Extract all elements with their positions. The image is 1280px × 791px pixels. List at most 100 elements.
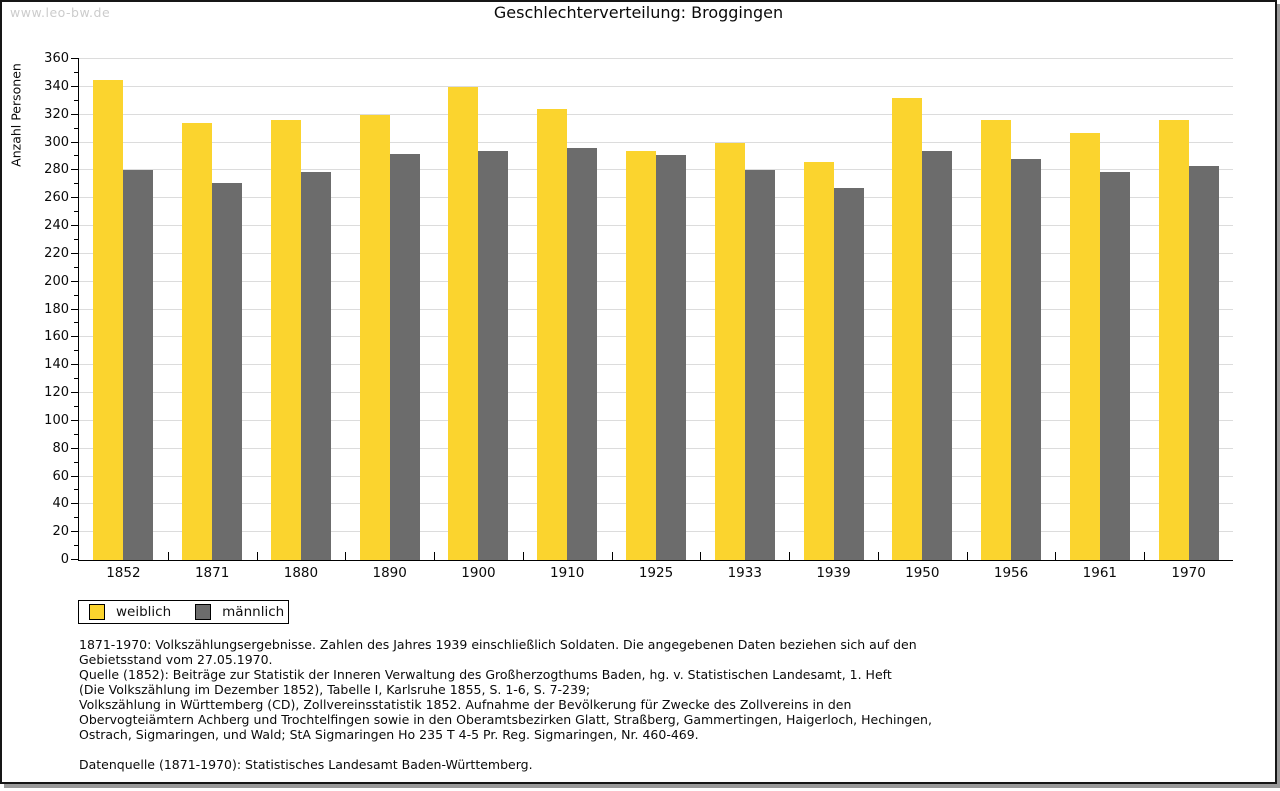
y-axis-major-tick xyxy=(71,336,79,338)
x-axis-label: 1933 xyxy=(727,565,762,581)
bar-weiblich-1970 xyxy=(1158,120,1189,560)
y-axis-major-tick xyxy=(71,531,79,533)
bar-männlich-1956 xyxy=(1011,159,1042,560)
footnote-line: Ostrach, Sigmaringen, und Wald; StA Sigm… xyxy=(79,727,699,742)
y-axis-major-tick xyxy=(71,280,79,282)
bar-männlich-1880 xyxy=(300,171,331,560)
y-axis-minor-tick xyxy=(74,71,79,73)
y-axis-major-tick xyxy=(71,559,79,560)
chart-title: Geschlechterverteilung: Broggingen xyxy=(493,3,784,22)
legend-box: weiblich männlich xyxy=(78,600,289,624)
bar-männlich-1925 xyxy=(656,155,686,560)
x-axis-label: 1852 xyxy=(106,565,141,581)
y-axis-major-tick xyxy=(71,475,79,477)
y-axis-tick-label: 180 xyxy=(44,301,69,317)
y-axis-major-tick xyxy=(71,308,79,310)
maennlich-swatch-icon xyxy=(195,604,212,620)
y-axis-title: Anzahl Personen xyxy=(8,63,24,167)
x-axis-label: 1890 xyxy=(372,565,407,581)
x-axis-label: 1880 xyxy=(283,565,319,581)
y-axis-tick-label: 220 xyxy=(44,245,69,261)
bar-weiblich-1871 xyxy=(182,123,213,560)
source-footnote: 1871-1970: Volkszählungsergebnisse. Zahl… xyxy=(79,637,1209,772)
bar-männlich-1852 xyxy=(123,170,154,560)
y-axis-minor-tick xyxy=(74,545,79,547)
bar-weiblich-1950 xyxy=(892,97,923,560)
y-axis-major-tick xyxy=(71,113,79,115)
y-axis-major-tick xyxy=(71,392,79,393)
footnote-line: 1871-1970: Volkszählungsergebnisse. Zahl… xyxy=(79,637,917,652)
footnote-line: (Die Volkszählung im Dezember 1852), Tab… xyxy=(79,682,591,697)
y-axis-minor-tick xyxy=(74,405,79,407)
x-axis-label: 1900 xyxy=(461,565,496,581)
bar-männlich-1933 xyxy=(744,170,775,560)
footnote-line: Datenquelle (1871-1970): Statistisches L… xyxy=(79,757,533,772)
bar-männlich-1900 xyxy=(478,150,509,560)
weiblich-swatch-icon xyxy=(89,604,105,620)
bar-männlich-1970 xyxy=(1188,166,1219,560)
y-axis-major-tick xyxy=(71,85,79,87)
y-axis-tick-label: 300 xyxy=(44,134,69,150)
x-axis-label: 1961 xyxy=(1082,565,1118,581)
y-axis-tick-label: 200 xyxy=(44,273,69,289)
y-axis-major-tick xyxy=(71,141,79,143)
bar-weiblich-1900 xyxy=(448,86,479,560)
y-axis-tick-label: 340 xyxy=(44,78,69,94)
watermark-url: www.leo-bw.de xyxy=(10,5,111,20)
plot-area: 0 20 40 60 80 100 120 140 160 180 200 220 240 260 280 3… xyxy=(44,52,1233,581)
y-axis-minor-tick xyxy=(74,211,79,213)
bar-weiblich-1880 xyxy=(270,120,301,560)
x-axis-label: 1950 xyxy=(905,565,940,581)
x-axis-tick xyxy=(434,552,436,560)
bar-weiblich-1939 xyxy=(803,161,834,560)
legend-label-maennlich: männlich xyxy=(222,604,285,620)
y-axis-minor-tick xyxy=(74,517,79,519)
y-axis-minor-tick xyxy=(74,294,79,296)
footnote-line: Volkszählung in Württemberg (CD), Zollve… xyxy=(79,697,852,712)
y-axis-major-tick xyxy=(71,503,79,505)
y-axis-tick-label: 20 xyxy=(52,524,69,540)
y-axis-tick-label: 140 xyxy=(44,357,69,373)
y-axis-minor-tick xyxy=(74,350,79,352)
y-axis-minor-tick xyxy=(74,378,79,380)
y-axis-major-tick xyxy=(71,197,79,199)
y-axis-minor-tick xyxy=(74,489,79,491)
footnote-line: Quelle (1852): Beiträge zur Statistik de… xyxy=(79,667,892,682)
x-axis-tick xyxy=(966,552,968,560)
legend-item-weiblich: weiblich xyxy=(89,604,171,620)
y-axis-minor-tick xyxy=(74,238,79,240)
legend-label-weiblich: weiblich xyxy=(116,604,172,620)
y-axis-minor-tick xyxy=(74,99,79,101)
y-axis-tick-label: 320 xyxy=(44,106,69,122)
y-gridline xyxy=(79,58,1233,59)
y-axis-tick-label: 160 xyxy=(44,329,69,345)
bar-weiblich-1961 xyxy=(1069,132,1100,560)
x-axis-label: 1939 xyxy=(816,565,851,581)
y-gridline xyxy=(79,113,1233,115)
y-axis-minor-tick xyxy=(74,266,79,268)
y-axis-major-tick xyxy=(71,169,79,171)
y-axis-major-tick xyxy=(71,225,79,226)
bar-weiblich-1933 xyxy=(714,142,745,560)
x-axis-label: 1970 xyxy=(1171,565,1206,581)
y-axis-major-tick xyxy=(71,58,79,59)
y-gridline xyxy=(79,85,1233,87)
bar-männlich-1961 xyxy=(1099,171,1130,560)
y-axis-tick-label: 360 xyxy=(44,51,69,66)
bar-weiblich-1910 xyxy=(537,109,568,560)
y-axis-tick-label: 280 xyxy=(44,162,69,178)
y-axis-tick-label: 60 xyxy=(52,468,69,484)
x-axis-label: 1871 xyxy=(194,565,230,581)
y-axis-tick-label: 0 xyxy=(60,552,69,567)
x-axis-label: 1910 xyxy=(550,565,585,581)
x-axis-tick xyxy=(1055,552,1057,560)
y-axis-tick-label: 120 xyxy=(44,385,69,400)
y-axis-minor-tick xyxy=(74,183,79,185)
footnote-line: Obervogteiämtern Achberg und Trochtelfin… xyxy=(79,712,932,727)
bar-weiblich-1925 xyxy=(626,150,656,560)
y-axis-major-tick xyxy=(71,252,79,254)
y-axis-tick-label: 260 xyxy=(44,190,69,206)
x-axis-tick xyxy=(700,552,702,560)
bar-weiblich-1890 xyxy=(359,114,390,560)
y-axis-minor-tick xyxy=(74,155,79,157)
